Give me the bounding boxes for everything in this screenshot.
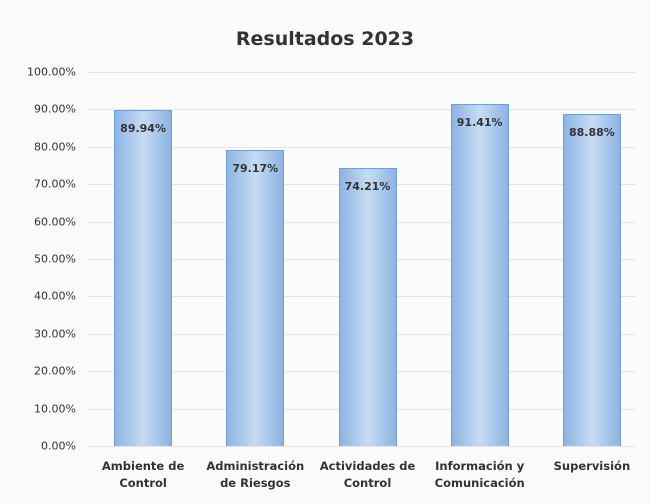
bar	[450, 104, 509, 446]
y-tick-label: 60.00%	[34, 215, 76, 229]
bar	[562, 113, 621, 446]
y-tick-label: 30.00%	[34, 327, 76, 341]
value-label: 74.21%	[344, 180, 391, 194]
y-tick-label: 50.00%	[34, 252, 76, 266]
y-tick-label: 100.00%	[27, 65, 76, 79]
y-tick-label: 40.00%	[34, 289, 76, 303]
value-label: 91.41%	[456, 116, 503, 130]
grid-line	[87, 109, 636, 111]
x-tick-label: Administración de Riesgos	[206, 459, 305, 490]
chart-title: Resultados 2023	[235, 28, 415, 50]
bar	[114, 109, 173, 446]
bar	[226, 149, 285, 446]
value-label: 89.94%	[120, 121, 166, 135]
x-tick-label: Supervisión	[553, 459, 631, 473]
grid-line	[87, 72, 636, 73]
x-tick-label: Actividades de Control	[319, 459, 416, 490]
y-tick-label: 10.00%	[34, 402, 76, 416]
y-tick-label: 80.00%	[34, 140, 76, 154]
y-tick-label: 70.00%	[34, 177, 76, 191]
grid-line	[87, 146, 636, 148]
y-tick-label: 90.00%	[34, 102, 76, 116]
value-label: 79.17%	[232, 161, 279, 175]
x-tick-label: Información y Comunicación	[434, 459, 525, 490]
value-label: 88.88%	[568, 125, 615, 139]
y-tick-label: 0.00%	[41, 439, 76, 453]
grid-line	[87, 446, 636, 447]
y-tick-label: 20.00%	[34, 364, 76, 378]
x-tick-label: Ambiente de Control	[101, 459, 185, 490]
bar	[338, 168, 397, 446]
